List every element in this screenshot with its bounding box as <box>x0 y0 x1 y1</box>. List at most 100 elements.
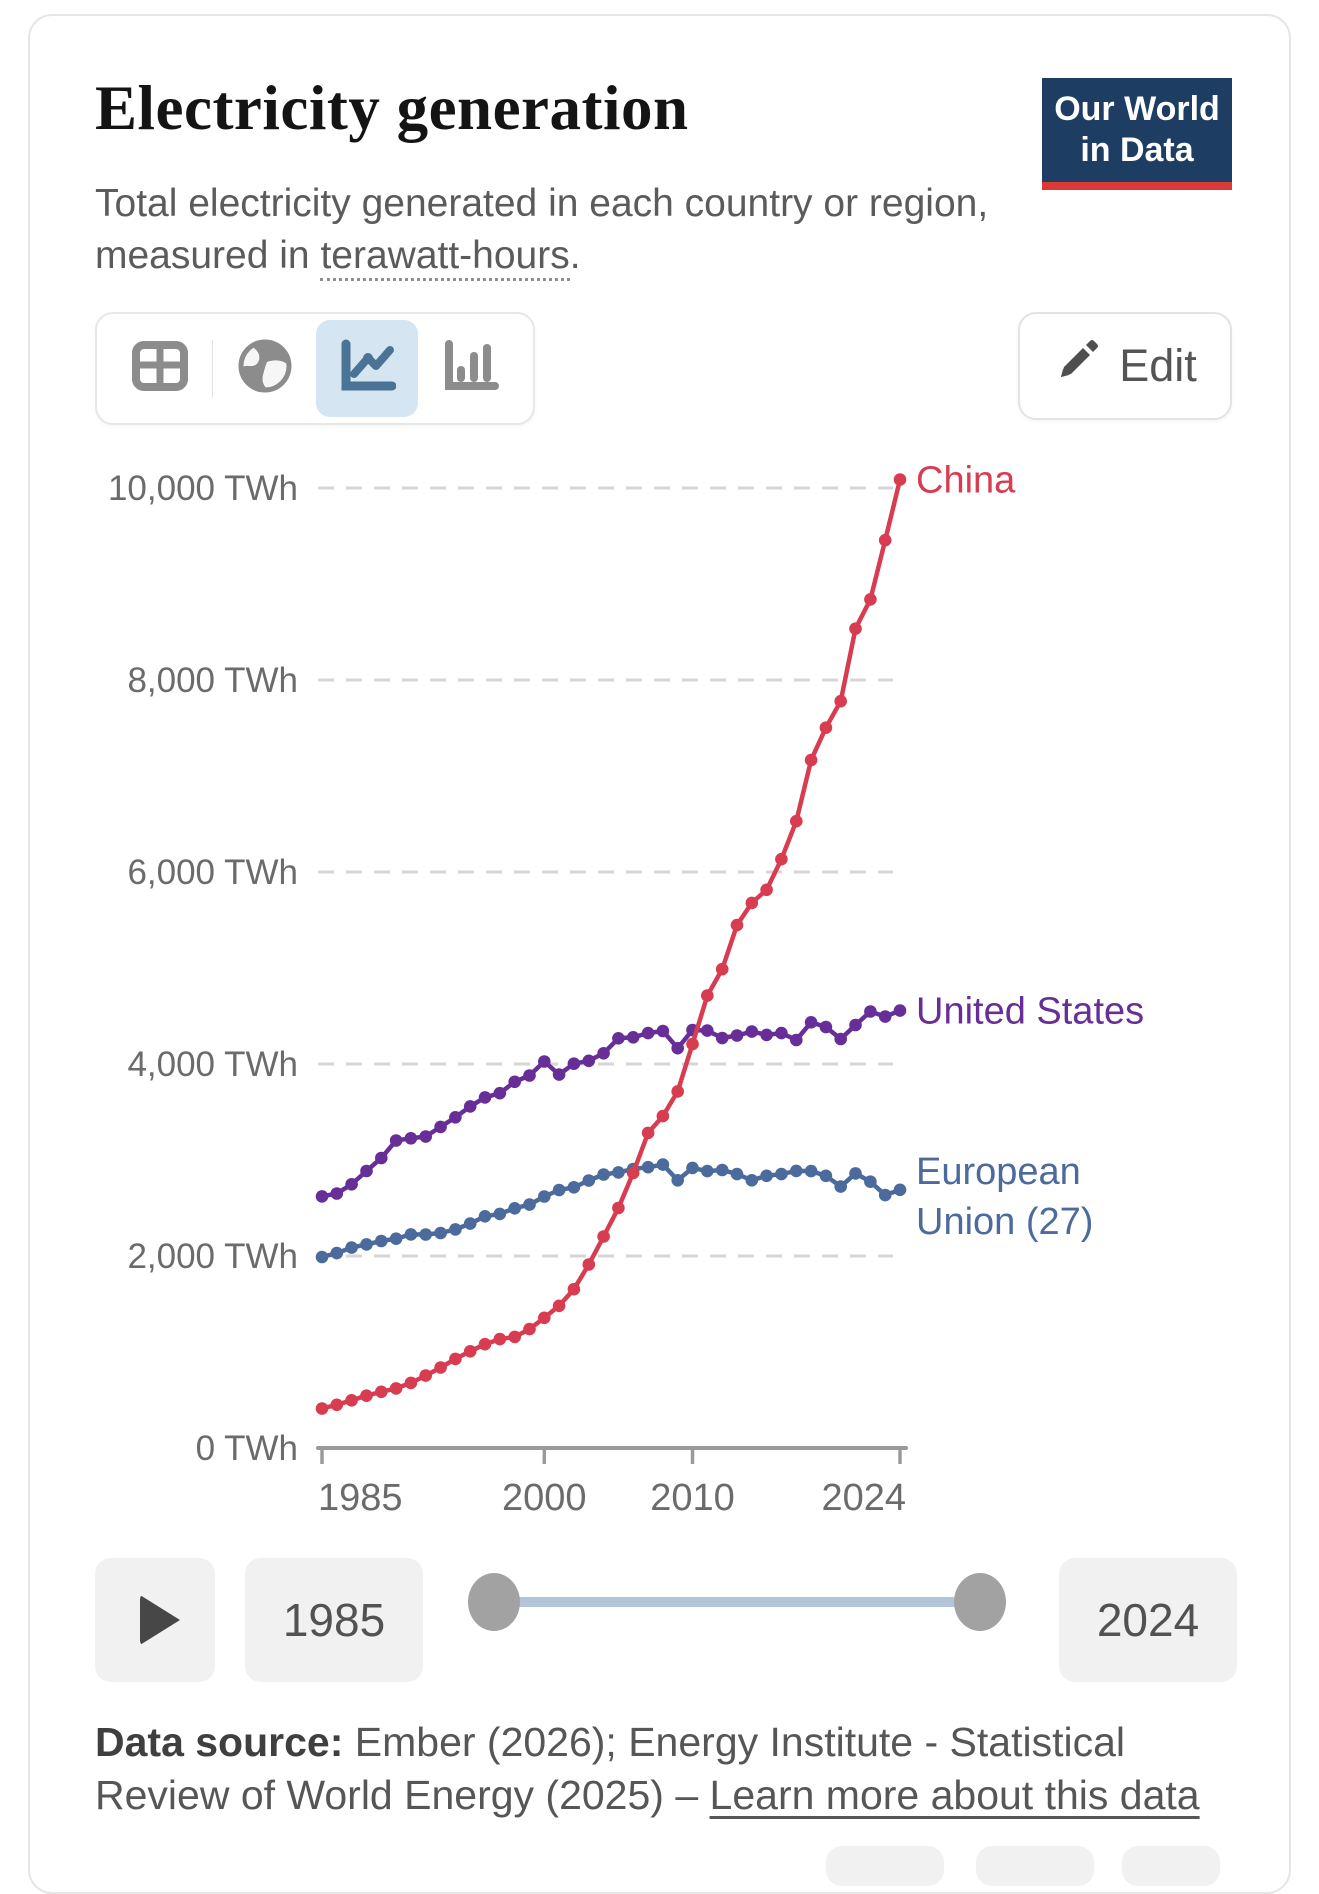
series-point[interactable] <box>775 852 788 866</box>
series-point[interactable] <box>449 1111 462 1124</box>
series-point[interactable] <box>493 1332 507 1346</box>
series-point[interactable] <box>597 1047 610 1060</box>
series-point[interactable] <box>612 1032 625 1045</box>
series-point[interactable] <box>849 1018 862 1032</box>
series-line-china[interactable] <box>321 479 903 1411</box>
action-button-3[interactable] <box>1122 1846 1220 1886</box>
series-point[interactable] <box>345 1394 358 1407</box>
series-point[interactable] <box>864 593 877 606</box>
series-point[interactable] <box>508 1202 521 1215</box>
series-point[interactable] <box>834 1032 847 1046</box>
series-point[interactable] <box>878 1010 892 1023</box>
series-point[interactable] <box>523 1322 536 1336</box>
series-point[interactable] <box>463 1100 477 1113</box>
series-point[interactable] <box>864 1175 877 1188</box>
series-point[interactable] <box>715 962 729 976</box>
series-point[interactable] <box>804 753 818 767</box>
owid-logo[interactable]: Our World in Data <box>1042 78 1232 190</box>
series-point[interactable] <box>538 1311 551 1325</box>
tab-map[interactable] <box>213 320 316 417</box>
series-point[interactable] <box>508 1330 521 1344</box>
series-point[interactable] <box>330 1398 344 1412</box>
end-year-chip[interactable]: 2024 <box>1059 1558 1237 1682</box>
series-point[interactable] <box>419 1369 433 1382</box>
series-point[interactable] <box>790 814 803 828</box>
series-point[interactable] <box>375 1234 388 1248</box>
series-point[interactable] <box>389 1382 403 1395</box>
series-point[interactable] <box>686 1161 699 1175</box>
series-point[interactable] <box>893 1004 907 1017</box>
series-point[interactable] <box>523 1069 536 1082</box>
series-point[interactable] <box>345 1178 358 1191</box>
series-point[interactable] <box>567 1181 581 1194</box>
series-point[interactable] <box>819 721 833 734</box>
action-button-2[interactable] <box>976 1846 1094 1886</box>
series-point[interactable] <box>463 1217 477 1230</box>
series-point[interactable] <box>315 1190 329 1203</box>
series-point[interactable] <box>819 1169 833 1183</box>
series-point[interactable] <box>626 1166 640 1180</box>
series-point[interactable] <box>819 1020 833 1034</box>
series-point[interactable] <box>508 1075 521 1089</box>
series-point[interactable] <box>760 1169 773 1183</box>
series-point[interactable] <box>671 1174 684 1187</box>
series-point[interactable] <box>804 1164 818 1178</box>
series-line-european-union-[interactable] <box>321 1162 901 1260</box>
series-point[interactable] <box>330 1246 344 1260</box>
series-point[interactable] <box>597 1230 610 1243</box>
series-point[interactable] <box>478 1091 492 1104</box>
tab-line-chart[interactable] <box>315 320 419 417</box>
action-button-1[interactable] <box>826 1846 944 1886</box>
series-point[interactable] <box>775 1167 788 1181</box>
series-point[interactable] <box>389 1232 403 1245</box>
series-point[interactable] <box>715 1031 729 1045</box>
series-point[interactable] <box>567 1282 581 1296</box>
series-point[interactable] <box>582 1258 596 1271</box>
series-point[interactable] <box>389 1134 403 1147</box>
series-point[interactable] <box>878 533 892 547</box>
series-point[interactable] <box>864 1005 877 1018</box>
series-point[interactable] <box>493 1086 507 1100</box>
series-point[interactable] <box>375 1385 388 1399</box>
series-point[interactable] <box>375 1151 388 1165</box>
series-point[interactable] <box>626 1031 640 1044</box>
series-point[interactable] <box>804 1016 818 1029</box>
series-point[interactable] <box>612 1201 625 1215</box>
series-point[interactable] <box>567 1057 581 1070</box>
series-point[interactable] <box>360 1238 373 1251</box>
series-point[interactable] <box>715 1163 729 1177</box>
series-point[interactable] <box>552 1068 566 1081</box>
series-point[interactable] <box>671 1085 684 1098</box>
series-point[interactable] <box>790 1164 803 1178</box>
series-point[interactable] <box>478 1210 492 1223</box>
edit-button[interactable]: Edit <box>1018 312 1232 420</box>
series-point[interactable] <box>878 1188 892 1202</box>
series-point[interactable] <box>849 622 862 635</box>
series-point[interactable] <box>849 1167 862 1180</box>
play-button[interactable] <box>95 1558 215 1682</box>
series-point[interactable] <box>745 896 759 910</box>
series-point[interactable] <box>463 1345 477 1358</box>
series-point[interactable] <box>730 918 744 932</box>
series-point[interactable] <box>315 1250 329 1264</box>
series-point[interactable] <box>404 1376 418 1390</box>
series-point[interactable] <box>656 1024 670 1038</box>
series-point[interactable] <box>775 1026 788 1040</box>
series-point[interactable] <box>552 1299 566 1313</box>
series-point[interactable] <box>612 1166 625 1179</box>
series-point[interactable] <box>493 1207 507 1221</box>
series-point[interactable] <box>404 1228 418 1241</box>
series-point[interactable] <box>434 1226 447 1240</box>
series-point[interactable] <box>315 1402 329 1415</box>
series-point[interactable] <box>330 1187 344 1200</box>
series-point[interactable] <box>360 1164 373 1178</box>
series-point[interactable] <box>730 1029 744 1042</box>
learn-more-link[interactable]: Learn more about this data <box>709 1772 1200 1818</box>
series-point[interactable] <box>834 1180 847 1193</box>
slider-handle-start[interactable] <box>468 1573 520 1631</box>
series-point[interactable] <box>641 1160 655 1174</box>
series-point[interactable] <box>478 1337 492 1351</box>
series-point[interactable] <box>597 1168 610 1181</box>
tab-bar-chart[interactable] <box>418 320 521 417</box>
